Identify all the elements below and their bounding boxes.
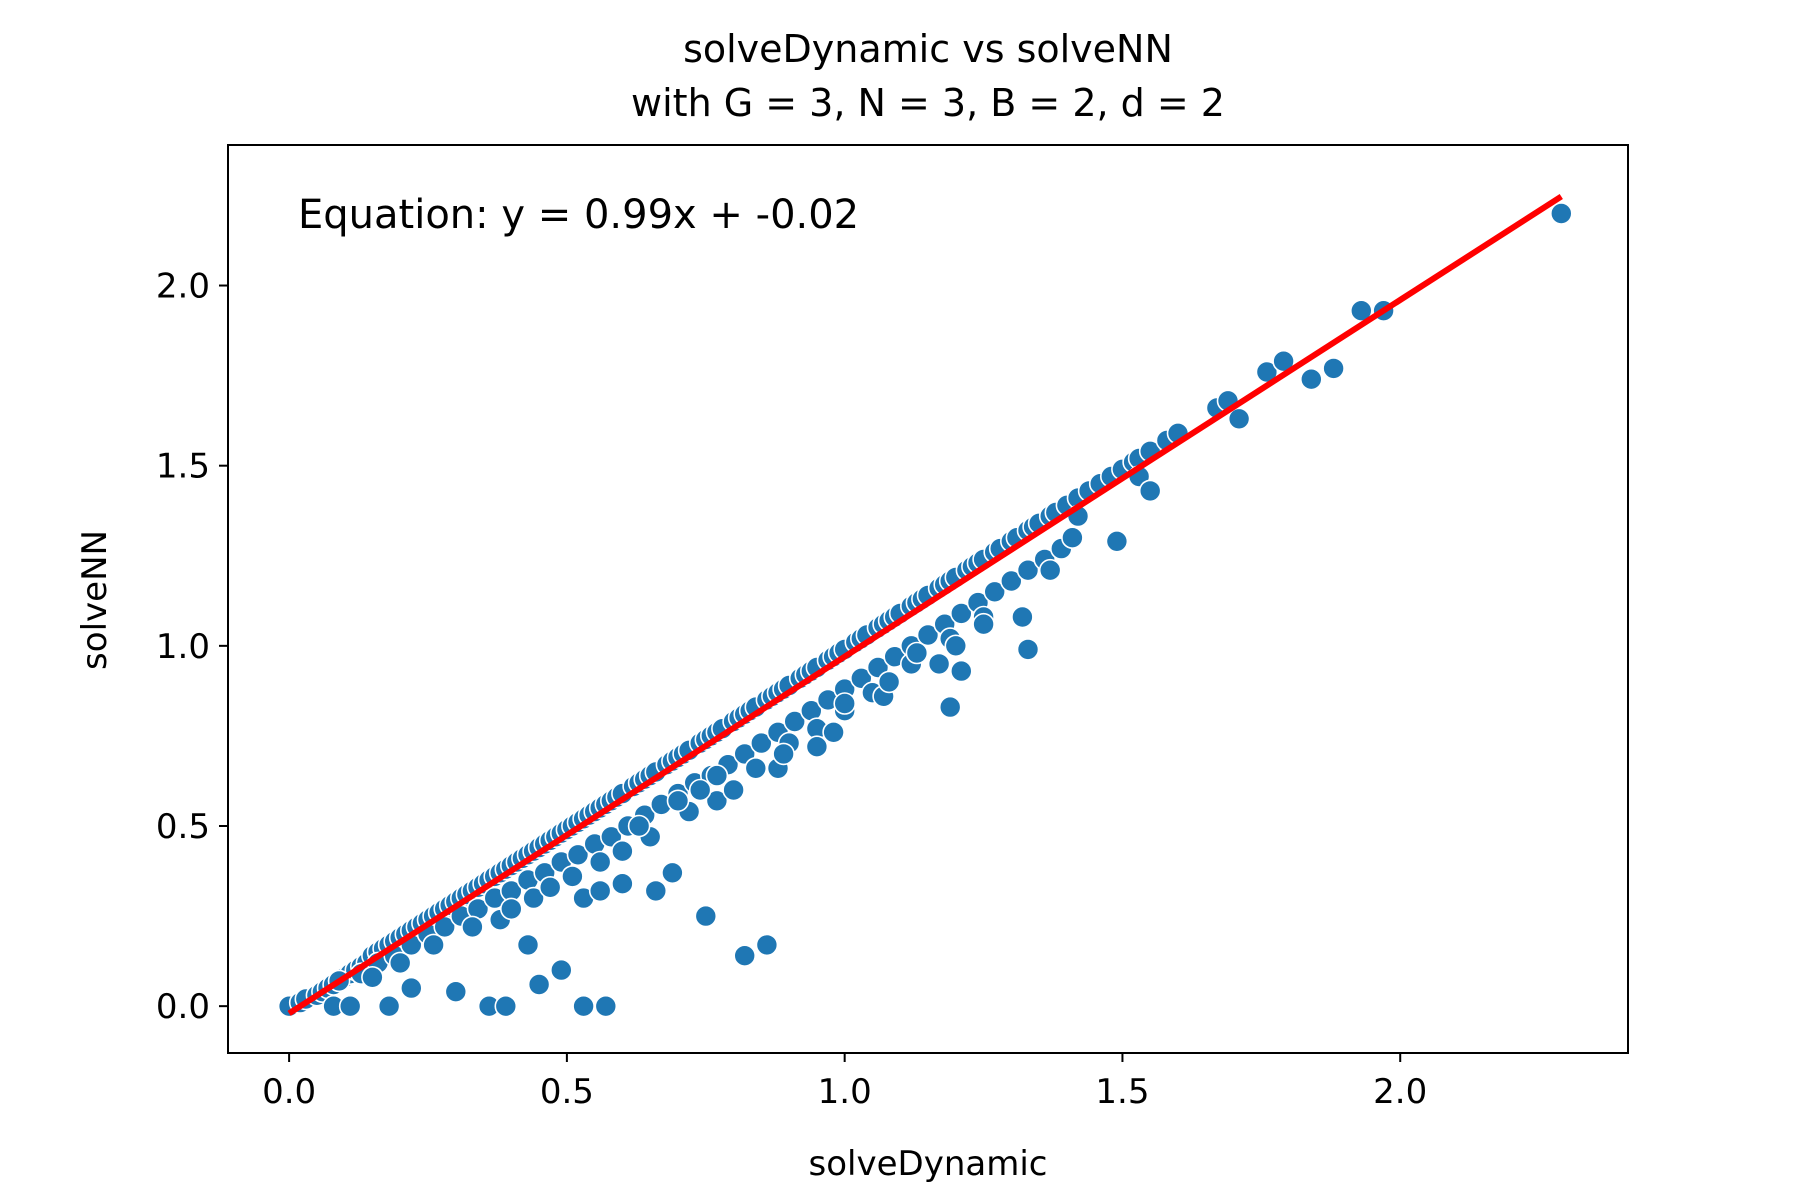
x-axis-label: solveDynamic xyxy=(809,1144,1048,1184)
y-tick-label-2: 1.0 xyxy=(156,627,210,667)
scatter-point-171 xyxy=(949,602,973,625)
scatter-point-223 xyxy=(688,778,712,802)
scatter-point-253 xyxy=(1550,202,1573,225)
regression-line xyxy=(287,193,1563,1016)
scatter-point-220 xyxy=(755,933,779,957)
scatter-point-202 xyxy=(377,994,401,1018)
scatter-point-179 xyxy=(388,951,412,975)
scatter-point-148 xyxy=(566,843,590,867)
scatter-point-235 xyxy=(944,634,968,658)
scatter-point-206 xyxy=(594,994,618,1018)
y-tick-label-0: 0.0 xyxy=(156,987,210,1027)
scatter-point-243 xyxy=(1105,529,1129,553)
fit-layer xyxy=(287,193,1563,1016)
scatter-point-201 xyxy=(338,994,362,1018)
scatter-point-250 xyxy=(1322,357,1345,380)
scatter-point-222 xyxy=(666,789,690,813)
y-tick-label-4: 2.0 xyxy=(156,267,210,307)
scatter-point-234 xyxy=(938,695,962,719)
scatter-point-236 xyxy=(949,659,973,683)
x-tick-label-3: 1.5 xyxy=(1095,1072,1149,1112)
scatter-point-241 xyxy=(1061,526,1084,550)
scatter-point-251 xyxy=(1350,299,1373,323)
y-axis: 0.0 0.5 1.0 1.5 2.0 xyxy=(156,267,228,1027)
scatter-point-161 xyxy=(783,710,807,733)
chart-title: solveDynamic vs solveNN xyxy=(683,27,1173,71)
x-tick-label-4: 2.0 xyxy=(1373,1072,1427,1112)
scatter-point-232 xyxy=(905,641,929,665)
scatter-point-227 xyxy=(805,735,829,759)
scatter-point-208 xyxy=(444,980,468,1004)
scatter-point-204 xyxy=(494,994,518,1018)
scatter-point-239 xyxy=(1016,638,1040,661)
plot-area: Equation: y = 0.99x + -0.02 xyxy=(227,144,1629,1054)
scatter-point-238 xyxy=(1011,605,1034,629)
scatter-point-191 xyxy=(722,778,745,802)
y-tick-label-3: 1.5 xyxy=(156,447,210,487)
scatter-point-174 xyxy=(999,569,1023,593)
scatter-point-185 xyxy=(561,865,584,888)
scatter-point-237 xyxy=(972,612,995,636)
scatter-point-216 xyxy=(644,879,668,903)
chart-subtitle: with G = 3, N = 3, B = 2, d = 2 xyxy=(631,81,1225,125)
scatter-point-207 xyxy=(399,976,423,1000)
scatter-point-192 xyxy=(744,756,768,780)
scatter-point-219 xyxy=(733,944,757,968)
equation-annotation: Equation: y = 0.99x + -0.02 xyxy=(298,192,859,238)
scatter-point-217 xyxy=(661,861,684,885)
scatter-point-190 xyxy=(705,789,729,813)
scatter-point-169 xyxy=(916,623,940,647)
scatter-point-209 xyxy=(527,973,551,996)
x-axis: 0.0 0.5 1.0 1.5 2.0 xyxy=(262,1053,1427,1112)
scatter-point-180 xyxy=(422,933,445,957)
scatter-point-212 xyxy=(499,897,523,921)
scatter-point-245 xyxy=(1138,479,1162,503)
scatter-point-231 xyxy=(877,670,901,694)
x-tick-label-0: 0.0 xyxy=(262,1072,316,1112)
scatter-point-173 xyxy=(983,580,1007,604)
x-tick-label-2: 1.0 xyxy=(818,1072,872,1112)
scatter-point-184 xyxy=(538,875,562,899)
scatter-point-186 xyxy=(588,850,612,874)
scatter-point-181 xyxy=(461,915,484,939)
scatter-point-249 xyxy=(1300,367,1323,391)
scatter-point-175 xyxy=(1016,558,1040,582)
x-tick-label-1: 0.5 xyxy=(540,1072,594,1112)
scatter-point-210 xyxy=(549,958,573,982)
scatter-point-211 xyxy=(516,933,540,957)
scatter-point-178 xyxy=(361,965,384,989)
scatter-point-218 xyxy=(694,904,718,928)
scatter-point-187 xyxy=(611,839,634,863)
scatter-point-246 xyxy=(1227,407,1251,431)
scatter-point-224 xyxy=(705,764,729,787)
scatter-point-226 xyxy=(772,742,795,766)
scatter-point-221 xyxy=(627,814,651,838)
scatter-point-240 xyxy=(1038,558,1062,582)
y-tick-label-1: 0.5 xyxy=(156,807,210,847)
scatter-point-228 xyxy=(822,720,845,744)
scatter-point-159 xyxy=(749,731,773,755)
scatter-point-229 xyxy=(833,692,857,715)
scatter-point-183 xyxy=(522,886,545,910)
scatter-point-214 xyxy=(588,879,612,903)
scatter-point-205 xyxy=(572,994,595,1018)
scatter-point-233 xyxy=(927,652,951,676)
y-axis-label: solveNN xyxy=(75,530,115,670)
scatter-point-215 xyxy=(611,872,634,896)
